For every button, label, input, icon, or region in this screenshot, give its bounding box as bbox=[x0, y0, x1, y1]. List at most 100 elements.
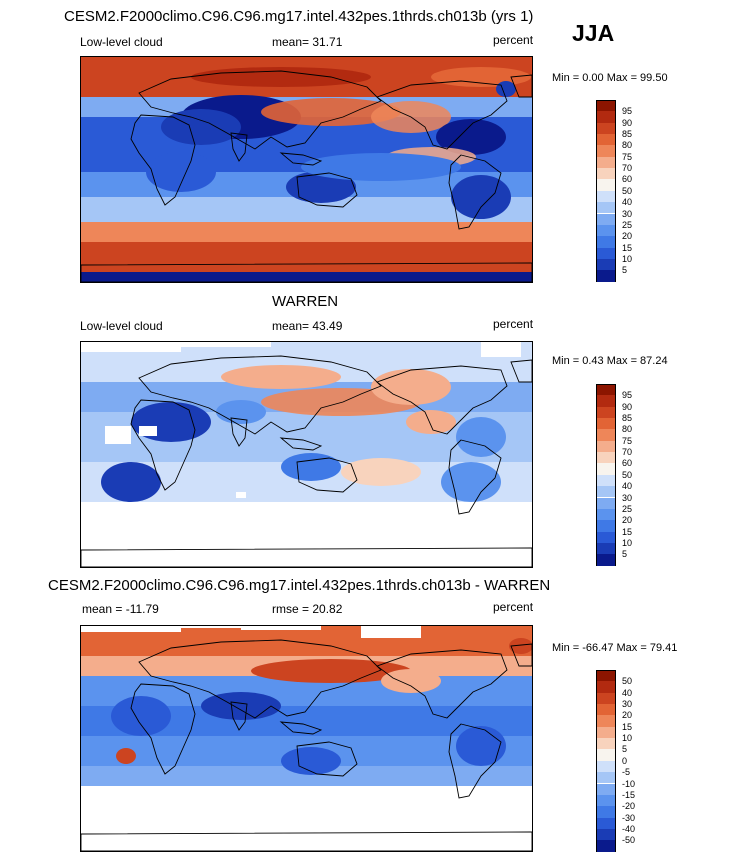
panel3-min-max: Min = -66.47 Max = 79.41 bbox=[552, 642, 678, 654]
colorbar-tick-label: 20 bbox=[622, 515, 633, 526]
colorbar-swatch bbox=[596, 111, 616, 123]
colorbar-swatch bbox=[596, 134, 616, 146]
panel2-units: percent bbox=[493, 317, 534, 331]
colorbar-tick-label: 5 bbox=[622, 744, 628, 755]
colorbar-frame bbox=[596, 384, 616, 566]
colorbar-tick-label: 30 bbox=[622, 208, 633, 219]
colorbar-swatch bbox=[596, 429, 616, 441]
colorbar-tick-label: 90 bbox=[622, 401, 633, 412]
colorbar-tick-label: 75 bbox=[622, 151, 633, 162]
colorbar-swatch bbox=[596, 681, 616, 693]
colorbar-swatch bbox=[596, 258, 616, 271]
colorbar-swatch bbox=[596, 168, 616, 180]
panel2-left-label: Low-level cloud bbox=[80, 319, 163, 333]
colorbar-swatch bbox=[596, 406, 616, 419]
colorbar-tick-label: 40 bbox=[622, 481, 633, 492]
colorbar-tick-label: 85 bbox=[622, 129, 633, 140]
colorbar-swatch bbox=[596, 100, 616, 113]
colorbar-swatch bbox=[596, 531, 616, 543]
colorbar-tick-label: 20 bbox=[622, 231, 633, 242]
panel2-mean: mean= 43.49 bbox=[272, 319, 343, 333]
colorbar-swatch bbox=[596, 670, 616, 683]
colorbar-tick-label: 80 bbox=[622, 140, 633, 151]
colorbar-swatch bbox=[596, 179, 616, 191]
panel2-map bbox=[80, 341, 533, 568]
colorbar-swatch bbox=[596, 554, 616, 566]
panel1-left-label: Low-level cloud bbox=[80, 35, 163, 49]
colorbar-tick-label: 95 bbox=[622, 106, 633, 117]
colorbar-tick-label: -40 bbox=[622, 823, 636, 834]
colorbar-tick-label: 40 bbox=[622, 687, 633, 698]
colorbar-swatch bbox=[596, 726, 616, 739]
colorbar-swatch bbox=[596, 542, 616, 555]
colorbar-tick-label: 80 bbox=[622, 424, 633, 435]
colorbar-swatch bbox=[596, 497, 616, 509]
colorbar-swatch bbox=[596, 463, 616, 475]
colorbar-tick-label: 90 bbox=[622, 117, 633, 128]
colorbar-swatch bbox=[596, 794, 616, 807]
colorbar-swatch bbox=[596, 817, 616, 829]
panel1-map bbox=[80, 56, 533, 283]
colorbar-tick-label: 40 bbox=[622, 197, 633, 208]
colorbar-swatch bbox=[596, 395, 616, 407]
season-label: JJA bbox=[572, 20, 615, 46]
colorbar-swatch bbox=[596, 474, 616, 487]
colorbar-tick-label: 0 bbox=[622, 755, 628, 766]
colorbar-swatch bbox=[596, 384, 616, 397]
colorbar-tick-label: 15 bbox=[622, 242, 633, 253]
colorbar-swatch bbox=[596, 452, 616, 464]
colorbar-swatch bbox=[596, 247, 616, 259]
colorbar-swatch bbox=[596, 440, 616, 453]
colorbar-swatch bbox=[596, 270, 616, 282]
panel2-title: WARREN bbox=[272, 293, 339, 310]
panel3-rmse: rmse = 20.82 bbox=[272, 602, 343, 616]
colorbar-swatch bbox=[596, 715, 616, 727]
colorbar-swatch bbox=[596, 783, 616, 795]
colorbar-swatch bbox=[596, 749, 616, 761]
colorbar-swatch bbox=[596, 828, 616, 841]
colorbar-swatch bbox=[596, 145, 616, 157]
colorbar-tick-label: 30 bbox=[622, 492, 633, 503]
colorbar-swatch bbox=[596, 738, 616, 750]
panel1-min-max: Min = 0.00 Max = 99.50 bbox=[552, 72, 668, 84]
colorbar-tick-label: -5 bbox=[622, 767, 631, 778]
colorbar-tick-label: 5 bbox=[622, 549, 628, 560]
colorbar-tick-label: 50 bbox=[622, 185, 633, 196]
colorbar-swatch bbox=[596, 236, 616, 248]
colorbar-swatch bbox=[596, 156, 616, 169]
panel3-title: CESM2.F2000climo.C96.C96.mg17.intel.432p… bbox=[48, 577, 551, 594]
colorbar-tick-label: -30 bbox=[622, 812, 636, 823]
colorbar-swatch bbox=[596, 418, 616, 430]
colorbar-tick-label: 15 bbox=[622, 526, 633, 537]
colorbar-swatch bbox=[596, 213, 616, 225]
colorbar-swatch bbox=[596, 840, 616, 852]
panel2-min-max: Min = 0.43 Max = 87.24 bbox=[552, 355, 668, 367]
colorbar-tick-label: -20 bbox=[622, 801, 636, 812]
colorbar-tick-label: 70 bbox=[622, 163, 633, 174]
colorbar-swatch bbox=[596, 486, 616, 498]
colorbar-tick-label: -15 bbox=[622, 789, 636, 800]
colorbar-tick-label: 20 bbox=[622, 710, 633, 721]
colorbar-tick-label: 10 bbox=[622, 253, 633, 264]
colorbar-frame bbox=[596, 100, 616, 282]
colorbar-tick-label: 60 bbox=[622, 174, 633, 185]
colorbar-swatch bbox=[596, 806, 616, 818]
colorbar-tick-label: 75 bbox=[622, 435, 633, 446]
panel3-map bbox=[80, 625, 533, 852]
colorbar-tick-label: 25 bbox=[622, 503, 633, 514]
colorbar-tick-label: -50 bbox=[622, 835, 636, 846]
colorbar-swatch bbox=[596, 760, 616, 773]
colorbar-swatch bbox=[596, 224, 616, 237]
colorbar-tick-label: 50 bbox=[622, 676, 633, 687]
colorbar-swatch bbox=[596, 190, 616, 203]
colorbar-swatch bbox=[596, 520, 616, 532]
panel3-mean: mean = -11.79 bbox=[82, 602, 159, 616]
colorbar-swatch bbox=[596, 704, 616, 716]
colorbar-tick-label: 5 bbox=[622, 265, 628, 276]
colorbar-tick-label: 10 bbox=[622, 733, 633, 744]
panel3-units: percent bbox=[493, 600, 534, 614]
colorbar-tick-label: 15 bbox=[622, 721, 633, 732]
colorbar-swatch bbox=[596, 122, 616, 135]
colorbar-swatch bbox=[596, 508, 616, 521]
colorbar-frame bbox=[596, 670, 616, 852]
